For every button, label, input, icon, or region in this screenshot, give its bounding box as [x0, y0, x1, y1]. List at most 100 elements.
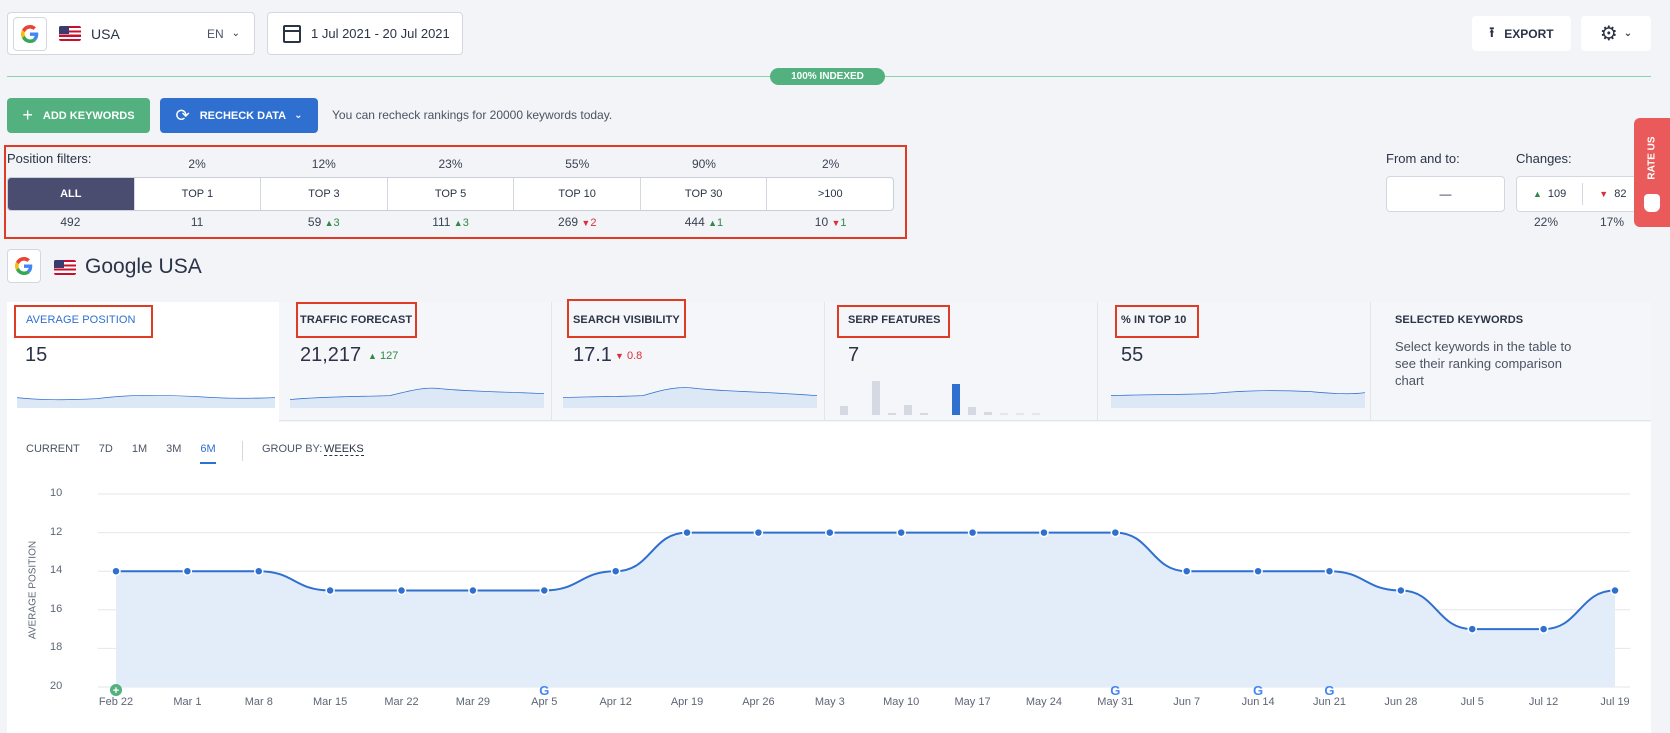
export-button[interactable]: ⭱ EXPORT — [1472, 16, 1571, 51]
metric-card-visibility[interactable]: SEARCH VISIBILITY 17.1 ▼ 0.8 — [553, 299, 825, 421]
selected-keywords-text: Select keywords in the table to see thei… — [1395, 339, 1572, 388]
filter-count-cell: 10 ▼1 — [767, 215, 894, 229]
range-tab[interactable]: 1M — [131, 443, 148, 455]
google-update-icon[interactable]: G — [1253, 683, 1263, 698]
from-to-value: — — [1439, 187, 1452, 201]
data-point[interactable] — [1181, 566, 1192, 576]
x-tick-label: May 3 — [814, 696, 845, 708]
filter-tab-top3[interactable]: TOP 3 — [260, 178, 387, 210]
data-point[interactable] — [896, 527, 906, 538]
data-point[interactable] — [111, 566, 121, 576]
metric-value: 7 — [848, 344, 860, 366]
metric-label: % IN TOP 10 — [1121, 314, 1187, 326]
filter-count: 444 — [684, 215, 705, 229]
metric-label: SERP FEATURES — [848, 314, 941, 326]
data-point[interactable] — [825, 527, 835, 538]
metric-card-selected: SELECTED KEYWORDS Select keywords in the… — [1372, 302, 1644, 421]
data-point[interactable] — [1467, 624, 1477, 634]
metric-label: AVERAGE POSITION — [26, 314, 136, 326]
filter-delta: 2 — [590, 217, 597, 229]
data-point[interactable] — [254, 566, 264, 576]
range-tab[interactable]: 3M — [166, 443, 182, 455]
x-tick-label: May 31 — [1097, 696, 1134, 708]
settings-button[interactable]: ⚙ ⌄ — [1581, 16, 1651, 51]
rate-us-tab[interactable]: RATE US — [1634, 118, 1670, 227]
x-tick-label: Jul 12 — [1528, 696, 1559, 708]
metric-value: 21,217 — [300, 344, 362, 366]
filter-tab-top1[interactable]: TOP 1 — [133, 178, 261, 210]
changes-filter[interactable]: ▲ 109 ▼ 82 — [1516, 176, 1646, 212]
filter-count: 492 — [60, 215, 81, 229]
y-tick-label: 16 — [50, 602, 63, 615]
google-icon — [13, 16, 47, 51]
arrow-up-icon: ▲ — [368, 351, 377, 361]
data-point[interactable] — [1324, 566, 1335, 576]
metric-delta-value: 0.8 — [626, 350, 643, 362]
filter-tab-over100[interactable]: >100 — [766, 178, 893, 210]
us-flag-icon — [59, 26, 81, 41]
filter-count: 59 — [307, 215, 322, 229]
data-point[interactable] — [539, 585, 550, 596]
keyword-added-icon[interactable] — [110, 684, 122, 696]
data-point[interactable] — [753, 527, 764, 538]
data-point[interactable] — [610, 566, 621, 576]
chevron-down-icon: ⌄ — [294, 110, 303, 121]
metric-delta: ▲ 127 — [368, 350, 398, 362]
data-point[interactable] — [1039, 527, 1049, 538]
changes-down-value: 82 — [1614, 188, 1627, 200]
filter-count-cell: 11 — [134, 215, 261, 229]
language-label: EN — [206, 26, 224, 41]
filter-tab-all[interactable]: ALL — [8, 178, 134, 210]
filter-tab-top30[interactable]: TOP 30 — [639, 178, 767, 210]
data-point[interactable] — [325, 585, 335, 596]
filter-tab-top5[interactable]: TOP 5 — [386, 178, 514, 210]
filter-tab-top10[interactable]: TOP 10 — [513, 178, 640, 210]
filter-count: 11 — [190, 215, 204, 229]
x-tick-label: Apr 5 — [531, 696, 558, 708]
indexed-badge: 100% INDEXED — [770, 68, 885, 85]
google-update-icon[interactable]: G — [1324, 683, 1334, 698]
data-point[interactable] — [468, 585, 478, 596]
from-to-input[interactable]: — — [1386, 176, 1505, 212]
sparkline — [1111, 390, 1365, 408]
recheck-data-button[interactable]: ⟳ RECHECK DATA ⌄ — [160, 98, 318, 133]
add-keywords-button[interactable]: + ADD KEYWORDS — [7, 98, 150, 133]
chevron-down-icon: ⌄ — [231, 28, 240, 39]
metric-card-avg-position[interactable]: AVERAGE POSITION 15 — [7, 302, 279, 421]
changes-down-pct: 17% — [1600, 215, 1625, 229]
data-point[interactable] — [1253, 566, 1263, 576]
range-tab-active[interactable]: 6M — [200, 443, 216, 464]
date-range-picker[interactable]: 1 Jul 2021 - 20 Jul 2021 — [267, 12, 463, 55]
arrow-down-icon: ▼ — [581, 218, 591, 228]
range-tab[interactable]: 7D — [98, 443, 113, 455]
google-update-icon[interactable]: G — [1110, 683, 1120, 698]
y-tick-label: 14 — [50, 564, 63, 577]
data-point[interactable] — [396, 585, 407, 596]
filter-count: 10 — [814, 215, 829, 229]
data-point[interactable] — [1538, 624, 1549, 634]
data-point[interactable] — [1396, 585, 1406, 596]
location-selector[interactable]: USA EN ⌄ — [7, 12, 255, 55]
metric-card-top10[interactable]: % IN TOP 10 55 — [1099, 302, 1371, 421]
serp-bars — [840, 381, 1040, 415]
data-point[interactable] — [1610, 585, 1620, 596]
google-update-icon[interactable]: G — [539, 683, 549, 698]
data-point[interactable] — [182, 566, 193, 576]
x-tick-label: Feb 22 — [98, 696, 134, 708]
position-filters-count-row: 492 11 59 ▲3 111 ▲3 269 ▼2 444 ▲1 10 ▼1 — [7, 215, 894, 229]
hand-pointer-icon — [1644, 194, 1660, 212]
data-point[interactable] — [1110, 527, 1121, 538]
data-point[interactable] — [967, 527, 978, 538]
group-by-select[interactable]: WEEKS — [324, 443, 364, 456]
range-tab[interactable]: CURRENT — [26, 443, 80, 455]
metric-card-traffic[interactable]: TRAFFIC FORECAST 21,217 ▲ 127 — [280, 302, 552, 421]
chevron-down-icon: ⌄ — [1623, 28, 1633, 39]
x-tick-label: Mar 29 — [455, 696, 491, 708]
x-tick-label: May 17 — [954, 696, 991, 708]
metric-delta-value: 127 — [379, 350, 399, 362]
sparkline — [17, 394, 275, 408]
filter-delta: 1 — [717, 217, 724, 229]
recheck-note: You can recheck rankings for 20000 keywo… — [332, 108, 613, 122]
data-point[interactable] — [682, 527, 692, 538]
metric-card-serp[interactable]: SERP FEATURES 7 — [826, 302, 1098, 421]
